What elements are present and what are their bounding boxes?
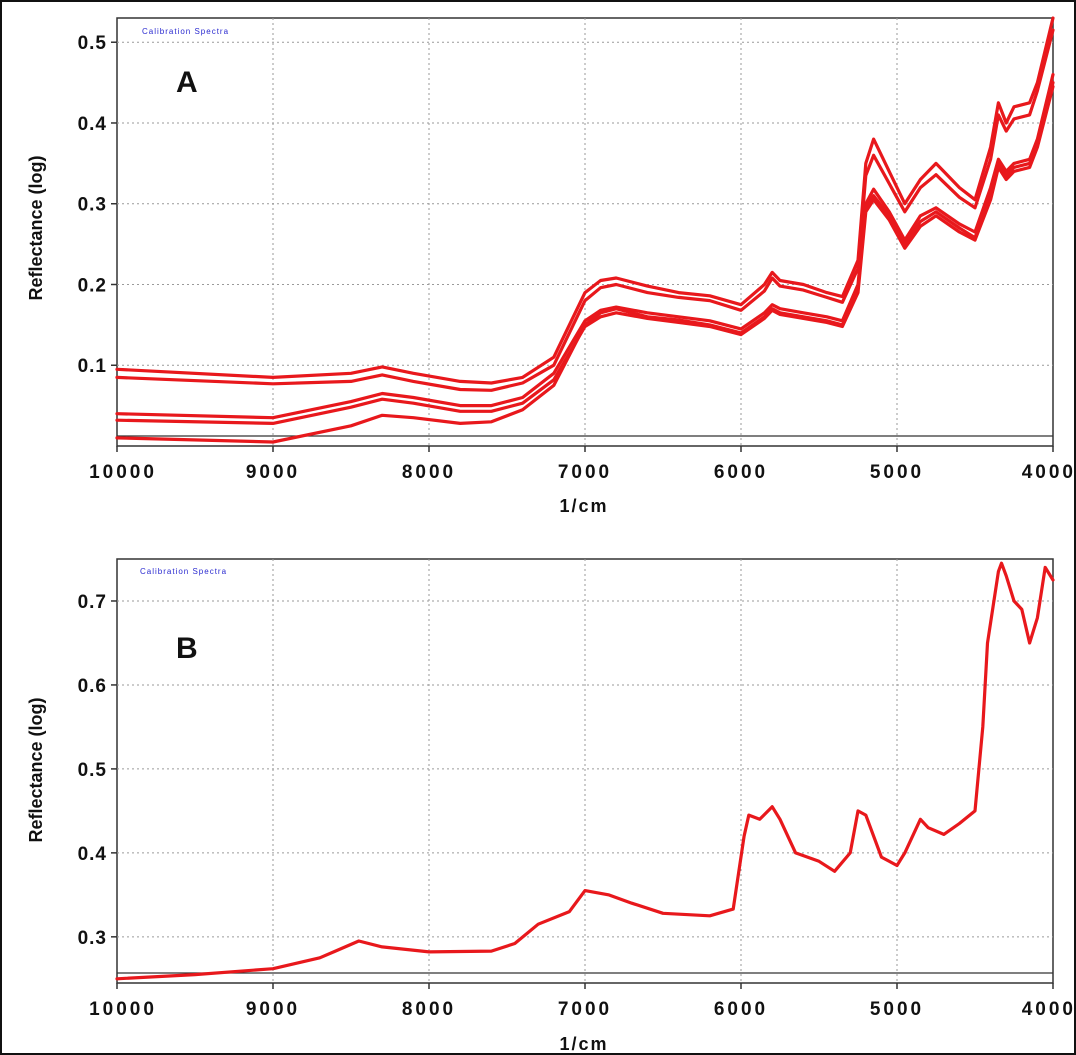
y-axis-label-a: Reflectance (log) bbox=[26, 155, 46, 300]
x-tick-label: 4000 bbox=[1022, 999, 1076, 1020]
series-line-a-3 bbox=[115, 72, 1055, 420]
x-tick-label: 4000 bbox=[1022, 462, 1076, 483]
x-tick-label: 10000 bbox=[89, 462, 157, 483]
x-tick-label: 6000 bbox=[714, 462, 768, 483]
chart-caption-b: Calibration Spectra bbox=[140, 567, 227, 576]
x-tick-label: 7000 bbox=[558, 462, 612, 483]
x-axis-label-a: 1/cm bbox=[559, 496, 608, 516]
chart-panel-a: 1/cm Reflectance (log) 10000 9000 8000 7000… bbox=[26, 16, 1076, 516]
y-tick-label: 0.7 bbox=[78, 592, 107, 613]
y-tick-label: 0.5 bbox=[78, 760, 107, 781]
chart-panel-b: 1/cm Reflectance (log) 10000 9000 8000 7000… bbox=[26, 558, 1076, 1054]
x-tick-label: 8000 bbox=[402, 999, 456, 1020]
series-line-a-2 bbox=[115, 28, 1055, 392]
y-tick-label: 0.3 bbox=[78, 195, 107, 216]
x-tick-label: 5000 bbox=[870, 462, 924, 483]
y-tick-label: 0.5 bbox=[78, 33, 107, 54]
x-tick-label: 9000 bbox=[246, 999, 300, 1020]
x-tick-label: 6000 bbox=[714, 999, 768, 1020]
y-tick-label: 0.4 bbox=[78, 844, 107, 865]
x-tick-label: 10000 bbox=[89, 999, 157, 1020]
y-axis-label-b: Reflectance (log) bbox=[26, 697, 46, 842]
y-tick-label: 0.2 bbox=[78, 275, 107, 296]
x-tick-label: 7000 bbox=[558, 999, 612, 1020]
y-tick-label: 0.3 bbox=[78, 928, 107, 949]
panel-label-a: A bbox=[176, 66, 198, 99]
y-tick-label: 0.1 bbox=[78, 356, 107, 377]
series-line-a-5 bbox=[115, 80, 1055, 444]
x-tick-label: 5000 bbox=[870, 999, 924, 1020]
panel-label-b: B bbox=[176, 632, 198, 665]
x-tick-label: 9000 bbox=[246, 462, 300, 483]
series-line-b-1 bbox=[115, 561, 1055, 981]
y-tick-label: 0.6 bbox=[78, 676, 107, 697]
y-tick-label: 0.4 bbox=[78, 114, 107, 135]
x-axis-label-b: 1/cm bbox=[559, 1034, 608, 1054]
x-tick-label: 8000 bbox=[402, 462, 456, 483]
chart-caption-a: Calibration Spectra bbox=[142, 27, 229, 36]
series-line-a-1 bbox=[115, 16, 1055, 385]
